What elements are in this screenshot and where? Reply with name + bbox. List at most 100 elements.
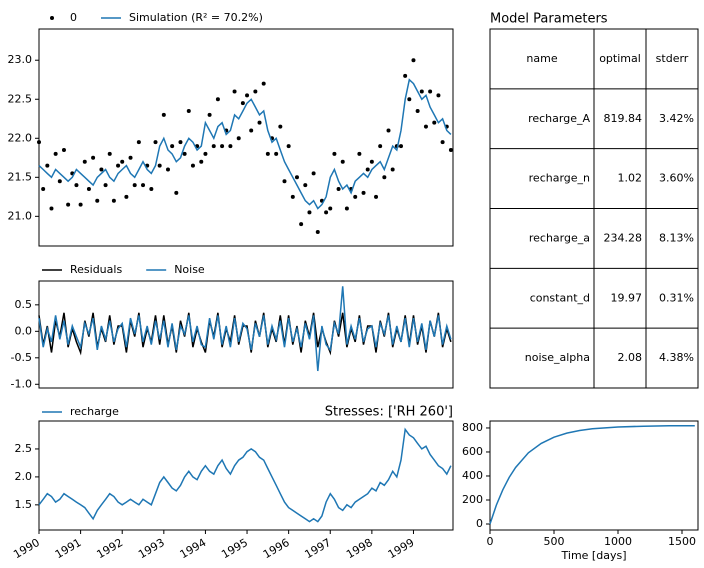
observation-point [328,206,333,211]
y-tick-label: 1.5 [15,498,33,511]
series-line [38,78,452,210]
observation-point [174,190,179,195]
observation-point [265,151,270,156]
observation-point [365,167,370,172]
y-tick-label: 800 [462,421,483,434]
x-axis-label: Time [days] [561,549,627,562]
observation-point [340,159,345,164]
observation-point [116,163,121,168]
observation-point [353,194,358,199]
observation-point [361,190,366,195]
observation-point [157,163,162,168]
plot-frame [489,420,699,531]
observation-point [215,97,220,102]
observation-point [99,167,104,172]
series-line [38,286,452,372]
y-tick-label: 2.5 [15,442,33,455]
x-tick-label: 1990 [11,536,42,561]
plot-frame [38,280,454,389]
observation-point [132,183,137,188]
observation-point [386,128,391,133]
observation-point [419,89,424,94]
observation-point [407,97,412,102]
observation-point [199,159,204,164]
observation-point [428,89,433,94]
x-tick-label: 1992 [94,536,125,561]
y-tick-label: 21.5 [8,170,33,183]
observation-point [332,151,337,156]
observation-point [382,175,387,180]
legend-label: 0 [70,11,77,24]
x-tick-label: 1995 [219,536,250,561]
observation-point [107,151,112,156]
table-cell: 19.97 [611,291,643,304]
x-tick-label: 1500 [668,535,696,548]
series-line [38,427,452,523]
observation-point [82,159,87,164]
observation-point [411,58,416,63]
observation-point [124,194,129,199]
observation-point [170,144,175,149]
observation-point [57,179,62,184]
x-tick-label: 1994 [178,536,209,561]
observation-point [282,179,287,184]
observation-point [141,183,146,188]
observation-point [369,159,374,164]
observation-point [398,144,403,149]
observation-point [186,108,191,113]
observation-point [190,163,195,168]
observation-point [357,151,362,156]
x-tick-label: 1000 [604,535,632,548]
y-tick-label: 600 [462,445,483,458]
observation-point [324,210,329,215]
table-cell: 2.08 [618,351,643,364]
observation-point [120,159,125,164]
observation-point [240,101,245,106]
observation-point [415,108,420,113]
table-title: Model Parameters [490,12,608,27]
observation-point [153,140,158,145]
observation-point [95,198,100,203]
observation-point [374,194,379,199]
observation-point [294,175,299,180]
observation-point [436,93,441,98]
observation-point [45,163,50,168]
x-tick-label: 1997 [303,536,334,561]
table-cell: 4.38% [659,351,694,364]
observation-point [207,112,212,117]
observation-point [161,112,166,117]
observation-point [299,222,304,227]
observation-point [61,147,66,152]
table-cell: 1.02 [618,172,643,185]
y-tick-label: -0.5 [11,351,32,364]
observation-point [311,171,316,176]
plot-frame [38,420,454,531]
observation-point [66,202,71,207]
observation-point [390,167,395,172]
table-cell: 0.31% [659,291,694,304]
observation-point [315,229,320,234]
observation-point [245,93,250,98]
y-tick-label: 200 [462,493,483,506]
observation-point [86,187,91,192]
observation-point [149,187,154,192]
table-cell: 3.42% [659,112,694,125]
observation-point [165,167,170,172]
legend-label: recharge [70,405,119,418]
observation-point [290,194,295,199]
plot-frame [38,28,454,247]
observation-point [344,206,349,211]
observation-point [111,198,116,203]
observation-point [103,183,108,188]
observation-point [78,202,83,207]
observation-point [41,187,46,192]
legend-label: Simulation (R² = 70.2%) [129,11,263,24]
observation-point [261,81,266,86]
observation-point [378,144,383,149]
observation-point [228,144,233,149]
observation-point [249,128,254,133]
observation-point [91,155,96,160]
x-tick-label: 500 [544,535,565,548]
y-tick-label: 22.5 [8,92,33,105]
observation-point [220,144,225,149]
